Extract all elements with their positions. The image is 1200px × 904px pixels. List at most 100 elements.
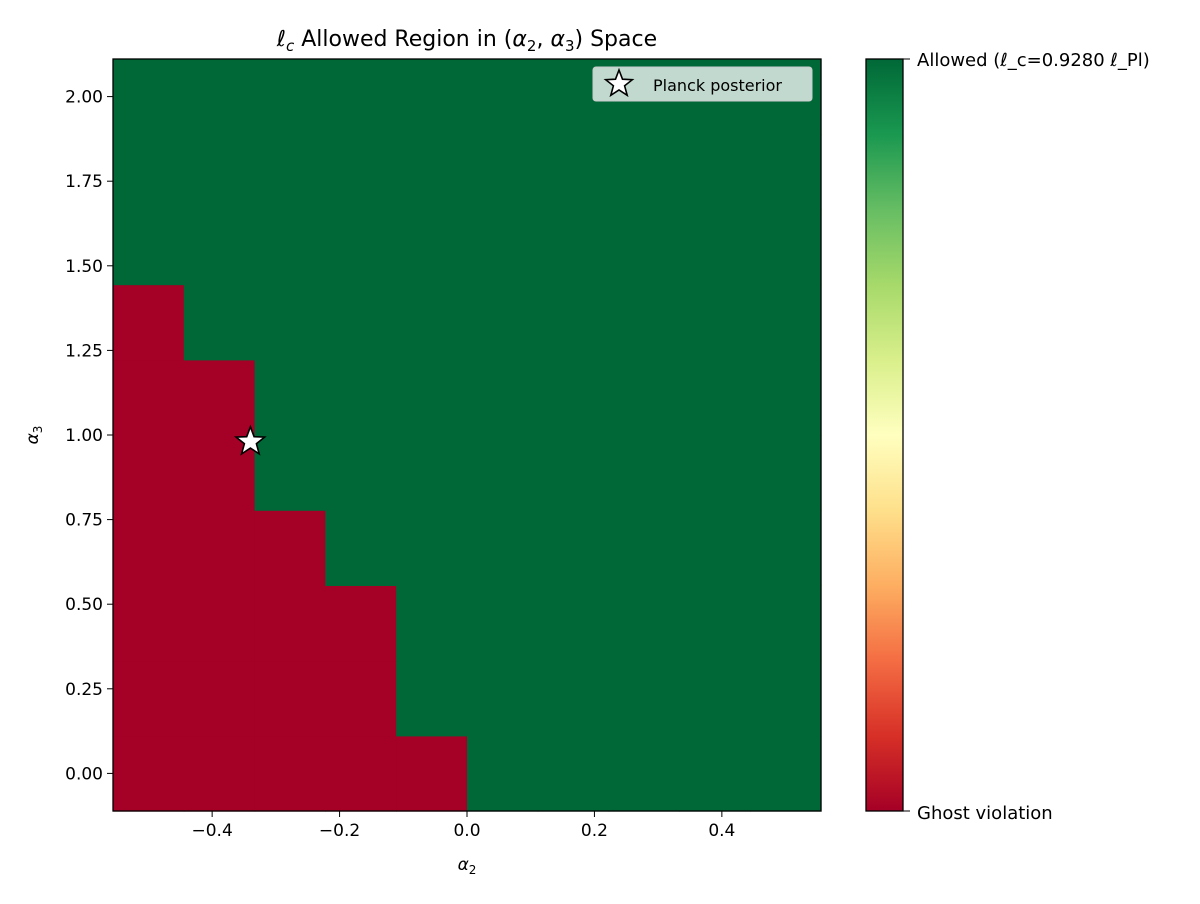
x-tick-label: 0.2 — [581, 821, 608, 841]
x-tick-label: 0.0 — [453, 821, 480, 841]
heatmap-cell — [537, 435, 610, 511]
heatmap-cell — [113, 660, 185, 737]
heatmap-cell — [467, 284, 539, 361]
heatmap-cell — [254, 735, 326, 812]
heatmap-cell — [750, 284, 822, 361]
heatmap-cell — [679, 510, 751, 586]
heatmap-cell — [325, 435, 397, 511]
heatmap-cell — [608, 284, 680, 361]
heatmap-cell — [679, 134, 751, 210]
heatmap-cell — [750, 510, 822, 586]
heatmap-cell — [113, 585, 185, 662]
y-tick-label: 1.25 — [65, 341, 103, 361]
legend-box — [592, 66, 813, 102]
heatmap-cell — [396, 359, 468, 436]
heatmap-cell — [325, 510, 397, 586]
heatmap-cell — [396, 209, 468, 286]
heatmap-cell — [537, 134, 610, 210]
heatmap-cell — [537, 660, 610, 737]
heatmap-cell — [254, 134, 326, 210]
heatmap-cell — [608, 735, 680, 812]
heatmap-cell — [467, 510, 539, 586]
x-axis: −0.4 −0.2 0.0 0.2 0.4 — [191, 811, 735, 841]
heatmap-cell — [183, 585, 256, 662]
heatmap-cell — [750, 359, 822, 436]
heatmap-cell — [325, 585, 397, 662]
y-tick-label: 0.25 — [65, 680, 103, 700]
heatmap-cell — [254, 209, 326, 286]
y-tick-label: 0.00 — [65, 764, 103, 784]
legend-star-icon — [603, 67, 635, 98]
heatmap-cell — [679, 660, 751, 737]
heatmap-cell — [537, 209, 610, 286]
x-tick-label: 0.4 — [708, 821, 735, 841]
star-marker — [233, 424, 267, 456]
heatmap-cells — [113, 59, 822, 812]
heatmap-cell — [183, 660, 256, 737]
colorbar-top-label: Allowed (ℓ_c=0.9280 ℓ_Pl) — [917, 50, 1150, 71]
colorbar-bottom-label: Ghost violation — [917, 803, 1053, 824]
heatmap-cell — [467, 435, 539, 511]
x-tick-label: −0.2 — [319, 821, 360, 841]
planck-star-marker — [233, 424, 267, 456]
colorbar — [865, 58, 904, 812]
legend-label: Planck posterior — [653, 76, 782, 95]
heatmap-cell — [750, 209, 822, 286]
heatmap-cell — [679, 435, 751, 511]
heatmap-cell — [325, 209, 397, 286]
heatmap-cell — [113, 284, 185, 361]
heatmap-cell — [113, 510, 185, 586]
heatmap-cell — [679, 284, 751, 361]
heatmap-cell — [183, 209, 256, 286]
heatmap-cell — [325, 134, 397, 210]
heatmap-cell — [396, 435, 468, 511]
heatmap-cell — [608, 510, 680, 586]
heatmap-cell — [679, 735, 751, 812]
y-tick-label: 0.50 — [65, 595, 103, 615]
heatmap-cell — [325, 660, 397, 737]
heatmap-cell — [396, 660, 468, 737]
heatmap-cell — [750, 435, 822, 511]
y-tick-label: 1.00 — [65, 426, 103, 446]
heatmap-cell — [113, 359, 185, 436]
heatmap-cell — [325, 735, 397, 812]
heatmap-cell — [183, 59, 256, 135]
heatmap-cell — [325, 359, 397, 436]
heatmap-cell — [396, 134, 468, 210]
y-tick-label: 2.00 — [65, 88, 103, 108]
heatmap-cell — [183, 134, 256, 210]
heatmap-cell — [537, 585, 610, 662]
y-tick-label: 0.75 — [65, 511, 103, 531]
heatmap-cell — [750, 134, 822, 210]
heatmap-cell — [608, 660, 680, 737]
heatmap-cell — [750, 735, 822, 812]
heatmap-cell — [467, 735, 539, 812]
y-axis: 0.00 0.25 0.50 0.75 1.00 1.25 1.50 1.75 2.00 — [65, 88, 113, 784]
heatmap-cell — [325, 59, 397, 135]
heatmap-cell — [679, 585, 751, 662]
heatmap-cell — [254, 284, 326, 361]
heatmap-cell — [467, 660, 539, 737]
x-tick-label: −0.4 — [191, 821, 232, 841]
heatmap-cell — [396, 59, 468, 135]
heatmap-cell — [608, 134, 680, 210]
heatmap-cell — [467, 59, 539, 135]
heatmap-cell — [396, 510, 468, 586]
heatmap-cell — [254, 585, 326, 662]
heatmap-cell — [679, 209, 751, 286]
x-axis-label: α2 — [458, 855, 477, 877]
y-axis-label: α3 — [23, 426, 45, 445]
heatmap-cell — [396, 585, 468, 662]
heatmap-cell — [183, 735, 256, 812]
heatmap-cell — [467, 585, 539, 662]
heatmap-cell — [396, 735, 468, 812]
heatmap-cell — [254, 510, 326, 586]
heatmap-cell — [113, 209, 185, 286]
heatmap-cell — [467, 359, 539, 436]
heatmap-cell — [608, 435, 680, 511]
heatmap-cell — [537, 284, 610, 361]
heatmap-cell — [183, 359, 256, 436]
heatmap-cell — [325, 284, 397, 361]
heatmap-cell — [113, 435, 185, 511]
chart-title: ℓc Allowed Region in (α2, α3) Space — [276, 27, 657, 55]
